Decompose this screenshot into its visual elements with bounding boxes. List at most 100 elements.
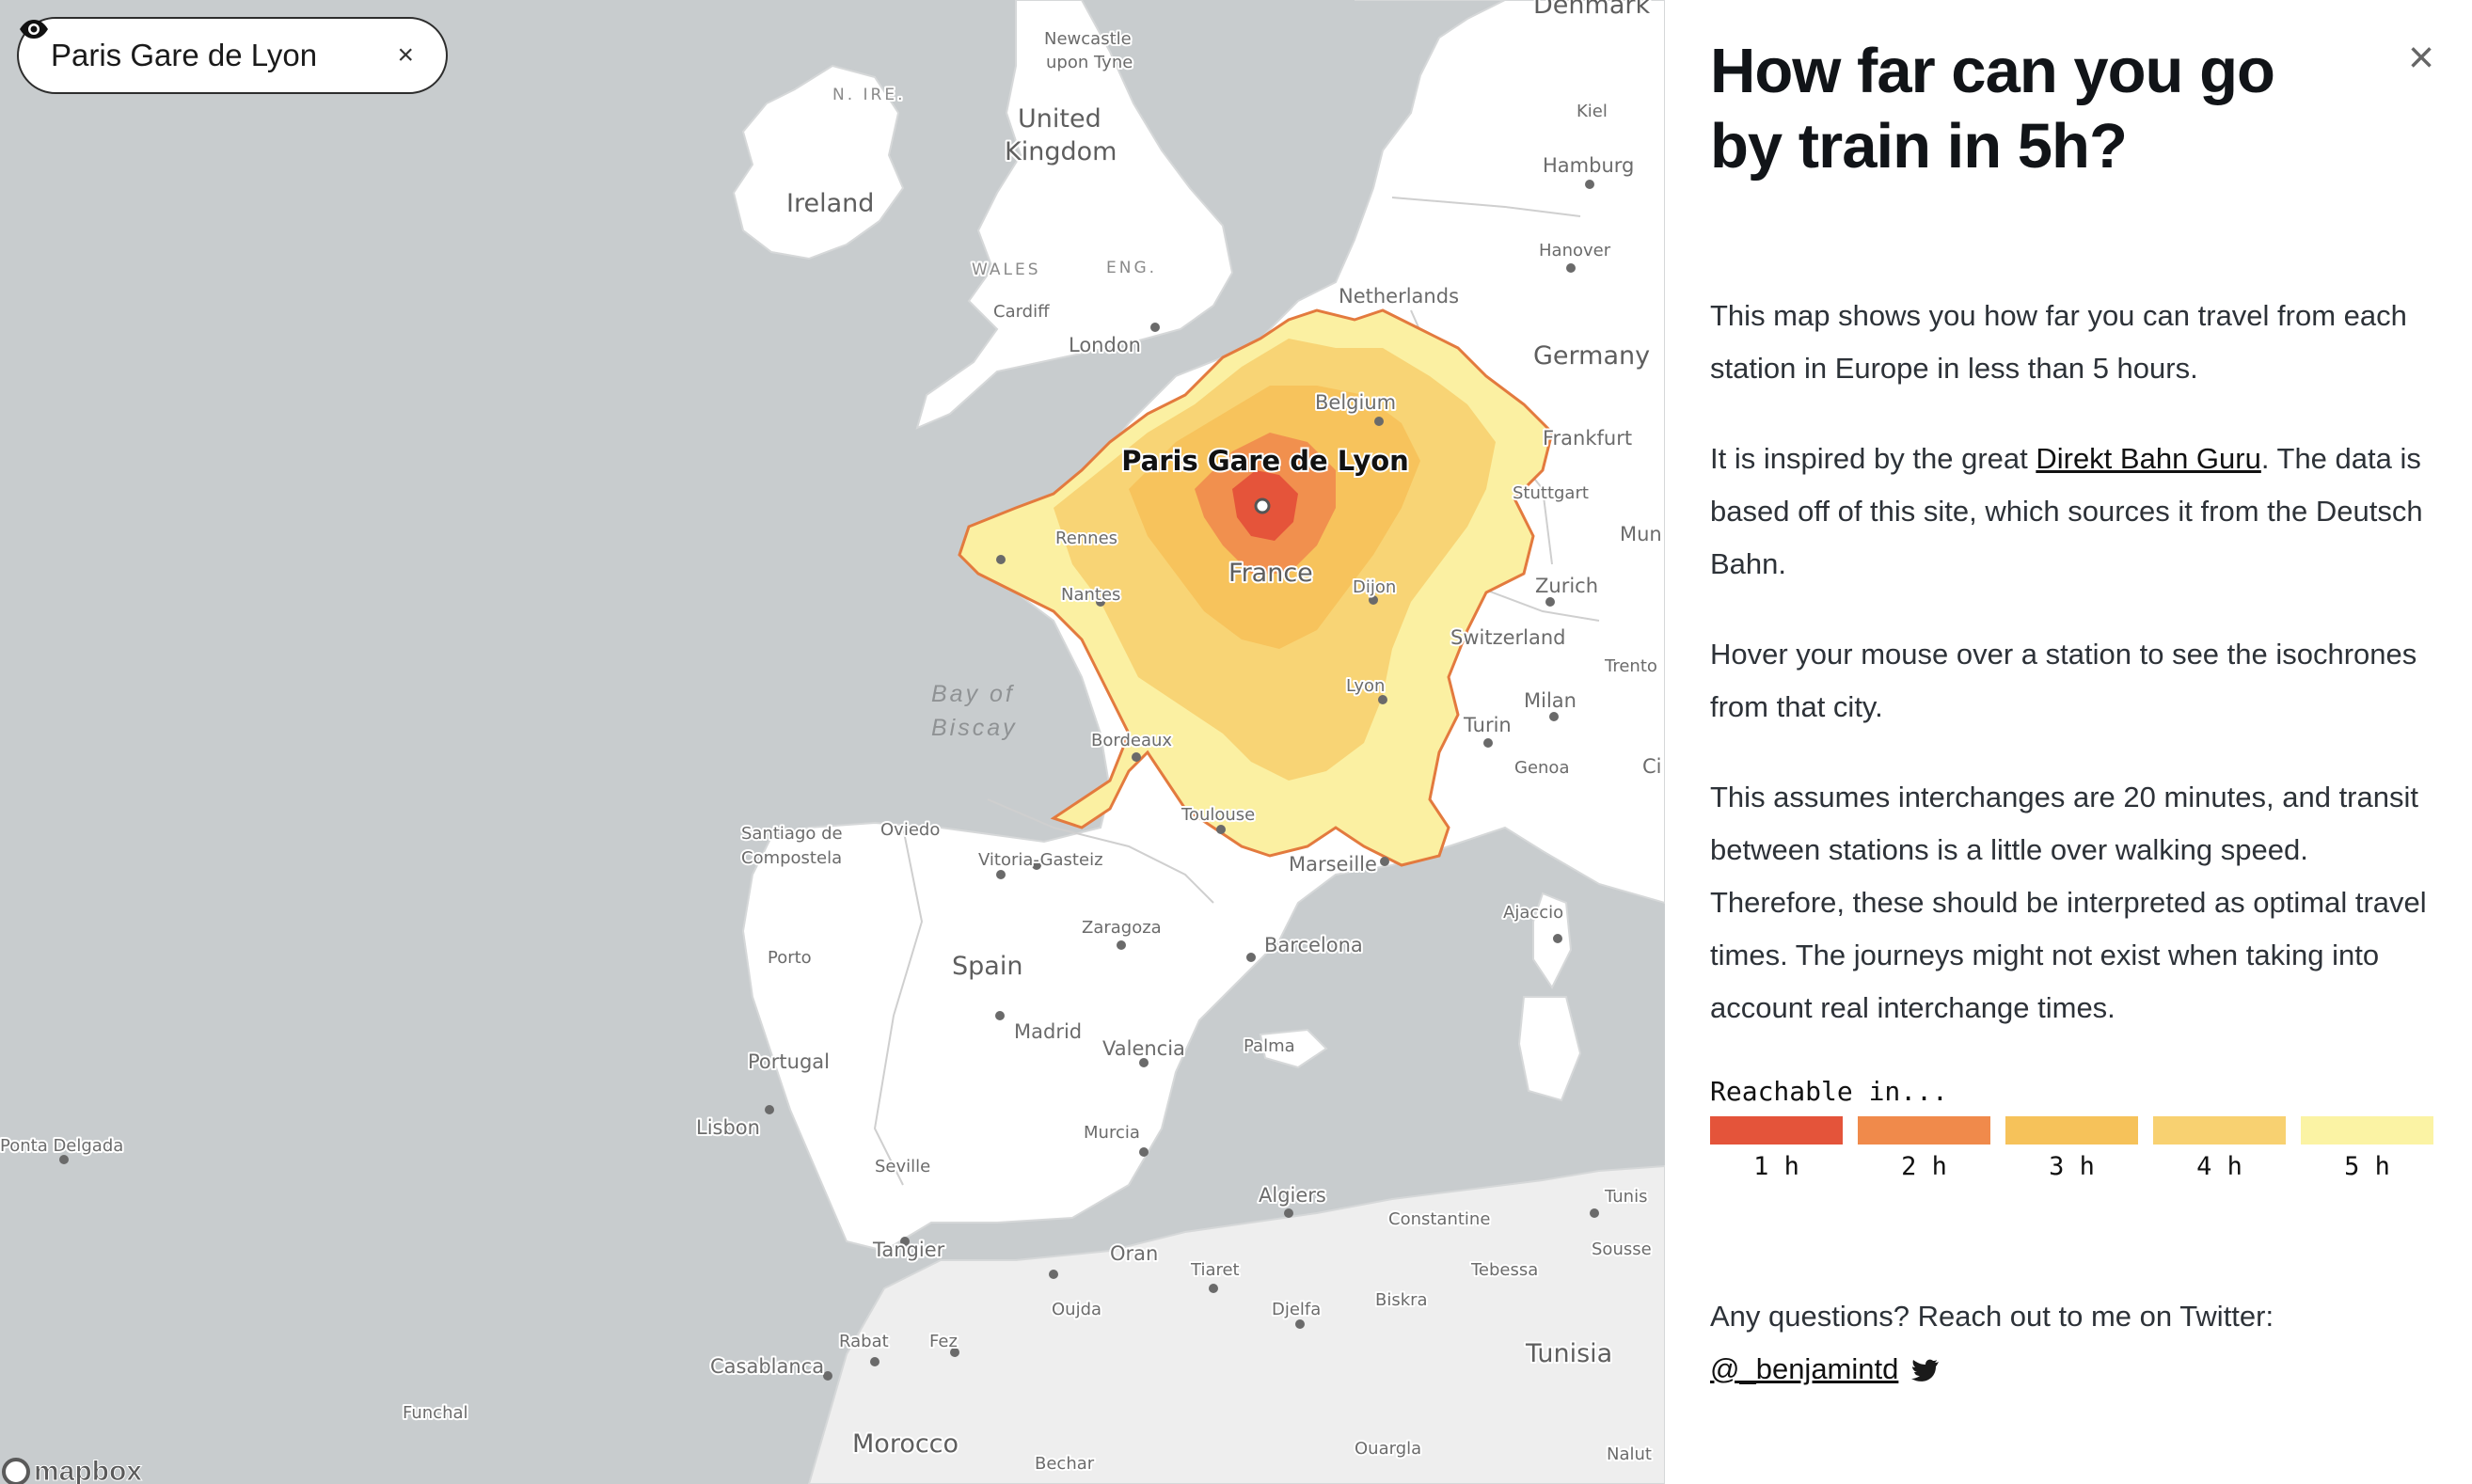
svg-text:Cardiff: Cardiff [993,302,1050,322]
svg-text:Toulouse: Toulouse [1181,805,1255,825]
hover-paragraph: Hover your mouse over a station to see t… [1710,638,2417,723]
ireland-land [732,64,905,260]
svg-text:Santiago de: Santiago de [741,824,843,844]
eye-icon [20,20,48,39]
svg-text:upon Tyne: upon Tyne [1046,53,1133,72]
svg-text:Marseille: Marseille [1289,853,1377,876]
station-marker-paris[interactable] [1254,497,1271,514]
svg-text:Fez: Fez [929,1332,958,1351]
svg-text:Murcia: Murcia [1084,1123,1140,1143]
svg-text:Turin: Turin [1463,714,1512,736]
svg-text:Bordeaux: Bordeaux [1091,731,1172,750]
legend-item: 1 h [1710,1116,1843,1181]
svg-text:Genoa: Genoa [1514,758,1569,778]
svg-text:ENG.: ENG. [1106,259,1157,277]
station-map-label: Paris Gare de Lyon [1121,445,1409,477]
inspiration-text-after: . The data is based off of this site, wh… [1710,442,2423,580]
svg-text:Barcelona: Barcelona [1264,934,1363,956]
svg-text:Constantine: Constantine [1388,1209,1490,1229]
svg-text:Bechar: Bechar [1035,1454,1095,1474]
station-chip-close-icon[interactable]: × [397,39,414,71]
svg-text:Netherlands: Netherlands [1339,285,1459,308]
svg-text:Rennes: Rennes [1055,529,1117,548]
svg-text:Biskra: Biskra [1375,1290,1428,1310]
svg-text:Lyon: Lyon [1346,676,1385,696]
isochrone-overlay [958,308,1554,867]
twitter-bird-icon [1911,1359,1940,1381]
great-britain-land [915,0,1234,430]
svg-text:London: London [1069,334,1141,356]
svg-text:Newcastle: Newcastle [1044,29,1132,49]
corsica-land [1532,892,1573,989]
svg-text:Denmark: Denmark [1533,0,1650,20]
svg-text:Biscay: Biscay [931,715,1018,741]
close-panel-icon[interactable]: × [2407,33,2434,83]
assumptions-paragraph: This assumes interchanges are 20 minutes… [1710,781,2427,1024]
legend-title: Reachable in... [1710,1076,1948,1107]
city-dots [59,180,1599,1381]
mapbox-logo-icon [2,1458,30,1484]
svg-text:Ajaccio: Ajaccio [1503,903,1563,923]
svg-text:Compostela: Compostela [741,848,842,868]
svg-text:Valencia: Valencia [1102,1037,1185,1060]
page-title: How far can you go by train in 5h? [1710,36,2275,182]
svg-text:Ouargla: Ouargla [1355,1439,1421,1459]
svg-text:Funchal: Funchal [403,1403,468,1423]
svg-text:Stuttgart: Stuttgart [1513,483,1589,503]
europe-map[interactable]: Paris Gare de Lyon Newcastle upon Tyne N… [0,0,1665,1484]
legend-label: 3 h [2049,1152,2095,1181]
svg-text:Oviedo: Oviedo [880,820,940,840]
svg-text:Porto: Porto [768,948,812,968]
svg-text:Tangier: Tangier [872,1239,945,1261]
map-canvas[interactable]: Paris Gare de Lyon Newcastle upon Tyne N… [0,0,1665,1484]
legend-swatch [1710,1116,1843,1145]
direkt-bahn-guru-link[interactable]: Direkt Bahn Guru [2036,442,2261,475]
legend-swatch [2153,1116,2286,1145]
svg-text:Portugal: Portugal [748,1050,830,1073]
svg-text:Belgium: Belgium [1315,391,1396,414]
legend-item: 2 h [1858,1116,1990,1181]
svg-text:Tiaret: Tiaret [1190,1260,1240,1280]
contact-text: Any questions? Reach out to me on Twitte… [1710,1300,2274,1333]
station-chip[interactable]: Paris Gare de Lyon × [17,17,448,94]
svg-text:Tunis: Tunis [1604,1187,1647,1207]
svg-text:United: United [1018,104,1101,134]
svg-text:Dijon: Dijon [1353,577,1396,597]
legend-label: 4 h [2196,1152,2242,1181]
legend-swatch [1858,1116,1990,1145]
svg-text:Kingdom: Kingdom [1005,137,1117,166]
borders [873,197,1600,1186]
svg-text:Switzerland: Switzerland [1450,626,1566,649]
legend-label: 1 h [1753,1152,1799,1181]
svg-text:Djelfa: Djelfa [1272,1300,1321,1319]
mapbox-wordmark: mapbox [33,1456,143,1484]
svg-text:Frankfurt: Frankfurt [1543,427,1632,450]
legend-item: 5 h [2301,1116,2433,1181]
info-panel: × How far can you go by train in 5h? Thi… [1665,0,2472,1484]
svg-text:Bay of: Bay of [931,681,1015,707]
legend-item: 4 h [2153,1116,2286,1181]
svg-text:Kiel: Kiel [1577,102,1608,121]
svg-text:Oran: Oran [1110,1242,1158,1265]
svg-text:Milan: Milan [1524,689,1577,712]
twitter-link[interactable]: @_benjamintd [1710,1352,1899,1385]
svg-text:WALES: WALES [972,260,1041,279]
svg-text:Palma: Palma [1244,1036,1295,1056]
svg-text:Ci: Ci [1642,755,1662,778]
map-labels: Newcastle upon Tyne N. IRE. United Kingd… [0,0,1664,1476]
svg-text:Oujda: Oujda [1052,1300,1101,1319]
svg-text:Vitoria-Gasteiz: Vitoria-Gasteiz [978,850,1103,870]
legend: 1 h 2 h 3 h 4 h 5 h [1710,1116,2434,1181]
svg-text:Nantes: Nantes [1061,585,1120,605]
svg-text:Germany: Germany [1533,341,1650,371]
svg-text:Hanover: Hanover [1539,241,1611,260]
mapbox-logo[interactable]: mapbox [2,1456,143,1484]
mallorca-land [1259,1028,1328,1069]
svg-text:Nalut: Nalut [1607,1445,1652,1464]
svg-text:Lisbon: Lisbon [696,1116,760,1139]
contact-paragraph: Any questions? Reach out to me on Twitte… [1710,1290,2434,1396]
svg-text:Ponta Delgada: Ponta Delgada [0,1136,123,1156]
svg-text:Algiers: Algiers [1259,1184,1326,1207]
svg-text:Rabat: Rabat [839,1332,889,1351]
svg-text:Morocco: Morocco [852,1429,959,1459]
